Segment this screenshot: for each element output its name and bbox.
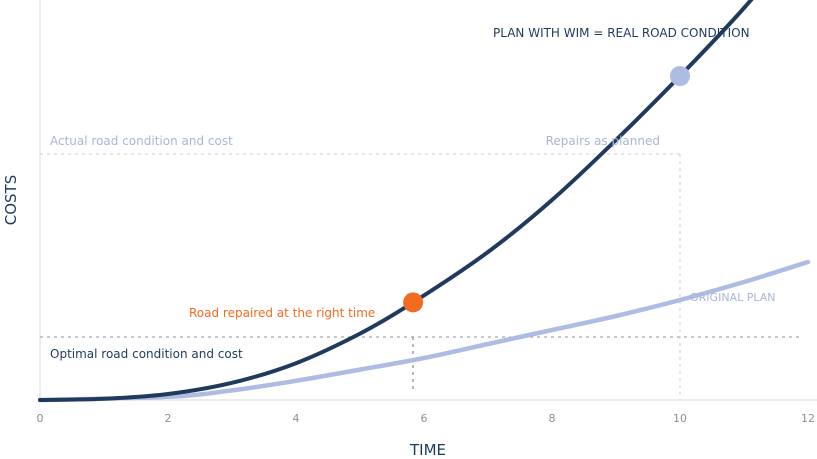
plan-with-wim-label: PLAN WITH WIM = REAL ROAD CONDITION bbox=[493, 26, 750, 40]
x-tick-label: 4 bbox=[293, 412, 300, 425]
right-time-repair-label: Road repaired at the right time bbox=[189, 306, 375, 320]
x-tick-label: 12 bbox=[801, 412, 815, 425]
x-tick-label: 6 bbox=[421, 412, 428, 425]
x-tick-label: 10 bbox=[673, 412, 687, 425]
y-axis-title: COSTS bbox=[2, 175, 20, 226]
x-axis-title: TIME bbox=[409, 441, 446, 459]
x-tick-label: 0 bbox=[37, 412, 44, 425]
x-tick-labels: 0 2 4 6 8 10 12 bbox=[37, 412, 816, 425]
optimal-cost-label: Optimal road condition and cost bbox=[50, 347, 243, 361]
plan-with-wim-line bbox=[38, 0, 754, 402]
right-time-repair-marker bbox=[403, 292, 424, 313]
actual-cost-label: Actual road condition and cost bbox=[50, 134, 233, 148]
planned-repair-marker bbox=[670, 66, 690, 86]
repairs-as-planned-label: Repairs as planned bbox=[546, 134, 660, 148]
original-plan-label: ORIGINAL PLAN bbox=[690, 291, 775, 304]
original-plan-line bbox=[37, 259, 811, 403]
x-tick-label: 2 bbox=[165, 412, 172, 425]
x-tick-label: 8 bbox=[549, 412, 556, 425]
